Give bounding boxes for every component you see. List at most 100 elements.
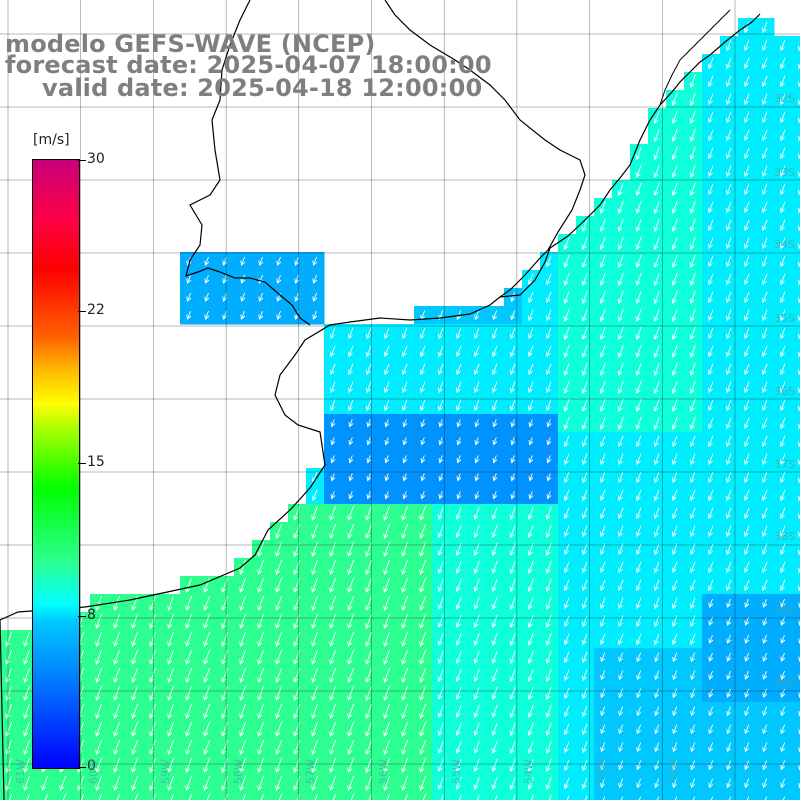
wind-arrow (420, 473, 426, 482)
wind-arrow (365, 523, 373, 539)
wind-arrow (347, 667, 355, 683)
wind-arrow (26, 793, 31, 800)
wind-arrow (743, 507, 750, 520)
wind-arrow (186, 274, 192, 284)
wind-arrow (599, 579, 606, 592)
lon-label: 54W (522, 759, 535, 784)
wind-arrow (509, 578, 516, 592)
wind-arrow (779, 57, 786, 70)
wind-arrow (725, 327, 732, 340)
wind-cell (792, 180, 800, 199)
wind-arrow (257, 685, 265, 701)
wind-arrow (131, 685, 139, 701)
wind-cell (378, 792, 397, 800)
wind-arrow (779, 291, 786, 304)
wind-cell (414, 792, 433, 800)
wind-arrow (348, 473, 354, 482)
wind-arrow (186, 292, 192, 302)
wind-arrow (329, 667, 337, 683)
wind-arrow (635, 561, 642, 574)
wind-arrow (437, 345, 444, 358)
wind-arrow (689, 507, 696, 520)
wind-arrow (383, 703, 391, 719)
wind-arrow (23, 703, 31, 719)
wind-arrow (635, 326, 642, 340)
wind-arrow (402, 455, 408, 464)
wind-arrow (779, 399, 786, 412)
wind-arrow (113, 595, 121, 611)
wind-arrow (149, 721, 157, 737)
wind-arrow (384, 473, 390, 482)
wind-arrow (617, 615, 624, 628)
wind-arrow (545, 399, 552, 412)
wind-cell (792, 702, 800, 721)
wind-arrow (491, 758, 498, 772)
wind-cell (36, 792, 55, 800)
wind-arrow (383, 577, 391, 593)
wind-arrow (635, 525, 642, 538)
wind-arrow (276, 310, 282, 320)
wind-arrow (581, 615, 588, 628)
wind-arrow (744, 724, 750, 735)
wind-arrow (599, 507, 606, 520)
wind-arrow (185, 703, 193, 719)
wind-arrow (455, 614, 462, 628)
wind-arrow (185, 631, 193, 647)
wind-arrow (707, 291, 714, 304)
wind-arrow (653, 182, 660, 196)
wind-arrow (653, 236, 660, 250)
wind-arrow (600, 760, 606, 771)
wind-arrow (654, 760, 660, 771)
wind-arrow (329, 685, 337, 701)
wind-arrow (690, 706, 696, 717)
wind-arrow (5, 703, 13, 719)
wind-arrow (761, 543, 768, 556)
wind-arrow (384, 455, 390, 464)
wind-arrow (600, 706, 606, 717)
wind-arrow (780, 724, 786, 735)
title-valid-date: valid date: 2025-04-18 12:00:00 (42, 74, 483, 102)
wind-arrow (743, 147, 750, 160)
wind-arrow (329, 541, 337, 557)
wind-arrow (743, 543, 750, 556)
wind-arrow (329, 721, 337, 737)
wind-arrow (707, 363, 714, 376)
wind-arrow (636, 778, 642, 789)
wind-arrow (5, 721, 13, 737)
wind-arrow (492, 310, 498, 321)
wind-arrow (383, 505, 391, 521)
wind-cell (126, 792, 145, 800)
wind-arrow (617, 489, 624, 502)
wind-arrow (473, 345, 480, 358)
wind-arrow (708, 670, 714, 680)
wind-arrow (690, 670, 696, 681)
wind-arrow (726, 742, 732, 753)
wind-cell (792, 666, 800, 685)
wind-arrow (401, 541, 409, 557)
wind-arrow (311, 649, 319, 665)
wind-arrow (401, 327, 408, 340)
wind-arrow (599, 416, 606, 430)
wind-arrow (491, 614, 498, 628)
wind-arrow (455, 722, 462, 736)
wind-speed-cells (0, 18, 800, 800)
wind-arrow (473, 722, 480, 736)
wind-arrow (635, 218, 642, 232)
wind-arrow (527, 524, 534, 538)
wind-arrow (527, 614, 534, 628)
wind-arrow (599, 543, 606, 556)
wind-arrow (671, 543, 678, 556)
wind-arrow (725, 561, 732, 574)
wind-arrow (149, 703, 157, 719)
wind-arrow (239, 667, 247, 683)
wind-arrow (563, 759, 570, 772)
wind-arrow (743, 471, 750, 484)
wind-arrow (708, 634, 714, 644)
wind-arrow (761, 129, 768, 142)
wind-arrow (240, 256, 246, 266)
wind-arrow (473, 363, 480, 376)
wind-arrow (365, 739, 373, 755)
wind-arrow (672, 688, 678, 699)
wind-arrow (636, 670, 642, 681)
wind-arrow (689, 579, 696, 592)
